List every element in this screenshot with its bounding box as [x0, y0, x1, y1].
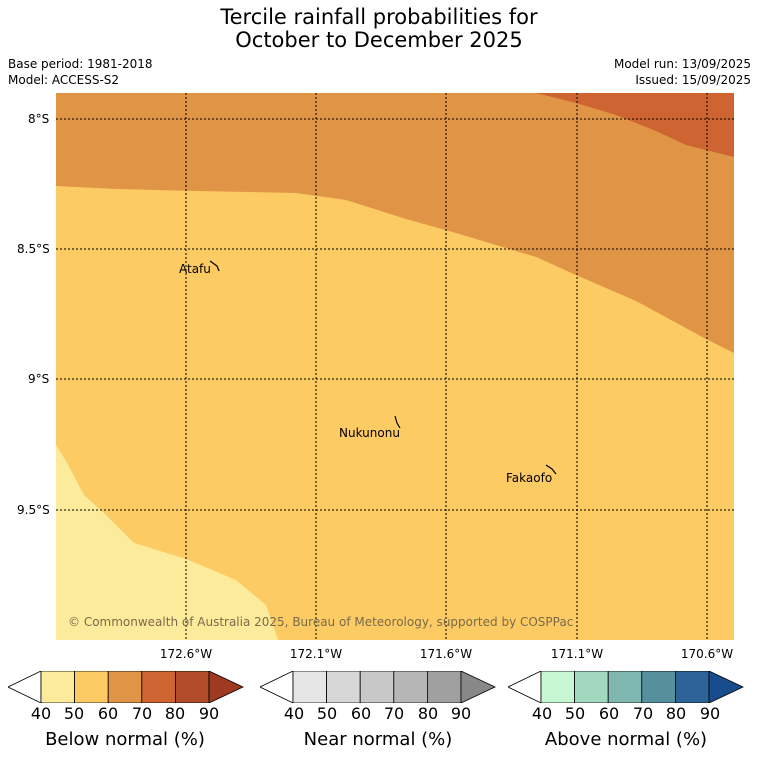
- above-cell-2: [574, 671, 609, 703]
- near-cell-1: [292, 671, 327, 703]
- near-cell-4: [393, 671, 428, 703]
- lat-label-8s: 8°S: [28, 112, 50, 126]
- colorbar-above-normal: [508, 671, 744, 703]
- above-tick-70: 70: [632, 704, 654, 723]
- nukunonu-island-outline: [394, 415, 401, 429]
- lon-label-171-1w: 171.1°W: [550, 647, 604, 661]
- lon-label-172-1w: 172.1°W: [289, 647, 343, 661]
- colorbar-below-normal: [8, 671, 244, 703]
- atafu-island-outline: [209, 260, 220, 272]
- base-period-text: Base period: 1981-2018: [8, 57, 153, 71]
- above-tick-80: 80: [665, 704, 687, 723]
- colorbar-above-cells: [540, 671, 744, 703]
- lat-label-9s: 9°S: [28, 372, 50, 386]
- below-cell-5: [174, 671, 210, 703]
- colorbar-near-normal: [260, 671, 496, 703]
- above-cell-3: [607, 671, 643, 703]
- region-below-70-80: [536, 93, 734, 157]
- lat-label-8-5s: 8.5°S: [17, 242, 50, 256]
- near-cell-5: [426, 671, 462, 703]
- place-label-nukunonu: Nukunonu: [339, 426, 400, 440]
- above-tick-60: 60: [598, 704, 620, 723]
- place-label-atafu: Atafu: [179, 262, 211, 276]
- lon-label-170-6w: 170.6°W: [680, 647, 734, 661]
- colorbar-below-cells: [40, 671, 244, 703]
- below-tick-60: 60: [97, 704, 119, 723]
- below-tick-80: 80: [164, 704, 186, 723]
- above-tick-50: 50: [564, 704, 586, 723]
- below-tick-50: 50: [63, 704, 85, 723]
- below-cell-4: [141, 671, 176, 703]
- near-tick-40: 40: [283, 704, 305, 723]
- lat-label-9-5s: 9.5°S: [17, 503, 50, 517]
- probability-map: Atafu Nukunonu Fakaofo © Commonwealth of…: [56, 93, 734, 640]
- region-below-40-50: [56, 445, 278, 640]
- near-cell-3: [359, 671, 395, 703]
- region-below-60-70: [56, 93, 734, 353]
- above-cell-1: [540, 671, 575, 703]
- lon-label-172-6w: 172.6°W: [159, 647, 213, 661]
- near-extend-high: [460, 671, 496, 703]
- model-run-text: Model run: 13/09/2025: [613, 57, 751, 71]
- near-tick-80: 80: [417, 704, 439, 723]
- near-cell-2: [326, 671, 361, 703]
- below-extend-high: [208, 671, 244, 703]
- model-text: Model: ACCESS-S2: [8, 73, 120, 87]
- above-extend-high: [708, 671, 744, 703]
- below-tick-40: 40: [30, 704, 52, 723]
- near-tick-70: 70: [383, 704, 405, 723]
- copyright-text: © Commonwealth of Australia 2025, Bureau…: [68, 615, 573, 629]
- above-cell-4: [641, 671, 676, 703]
- above-tick-90: 90: [699, 704, 721, 723]
- below-normal-legend-title: Below normal (%): [45, 729, 205, 750]
- below-tick-70: 70: [131, 704, 153, 723]
- near-extend-low: [260, 671, 294, 703]
- above-extend-low: [508, 671, 542, 703]
- lon-label-171-6w: 171.6°W: [419, 647, 473, 661]
- near-tick-60: 60: [350, 704, 372, 723]
- below-extend-low: [8, 671, 42, 703]
- near-tick-90: 90: [450, 704, 472, 723]
- above-cell-5: [674, 671, 710, 703]
- below-tick-90: 90: [198, 704, 220, 723]
- place-label-fakaofo: Fakaofo: [506, 471, 552, 485]
- near-tick-50: 50: [316, 704, 338, 723]
- colorbar-near-cells: [292, 671, 496, 703]
- issued-text: Issued: 15/09/2025: [635, 73, 751, 87]
- below-cell-3: [107, 671, 143, 703]
- below-cell-2: [74, 671, 109, 703]
- above-tick-40: 40: [531, 704, 553, 723]
- below-cell-1: [40, 671, 75, 703]
- above-normal-legend-title: Above normal (%): [544, 729, 708, 750]
- fakaofo-island-outline: [545, 464, 557, 475]
- near-normal-legend-title: Near normal (%): [303, 729, 453, 750]
- graticule: [56, 93, 734, 640]
- map-title-line2: October to December 2025: [235, 28, 523, 52]
- map-title-line1: Tercile rainfall probabilities for: [220, 5, 538, 29]
